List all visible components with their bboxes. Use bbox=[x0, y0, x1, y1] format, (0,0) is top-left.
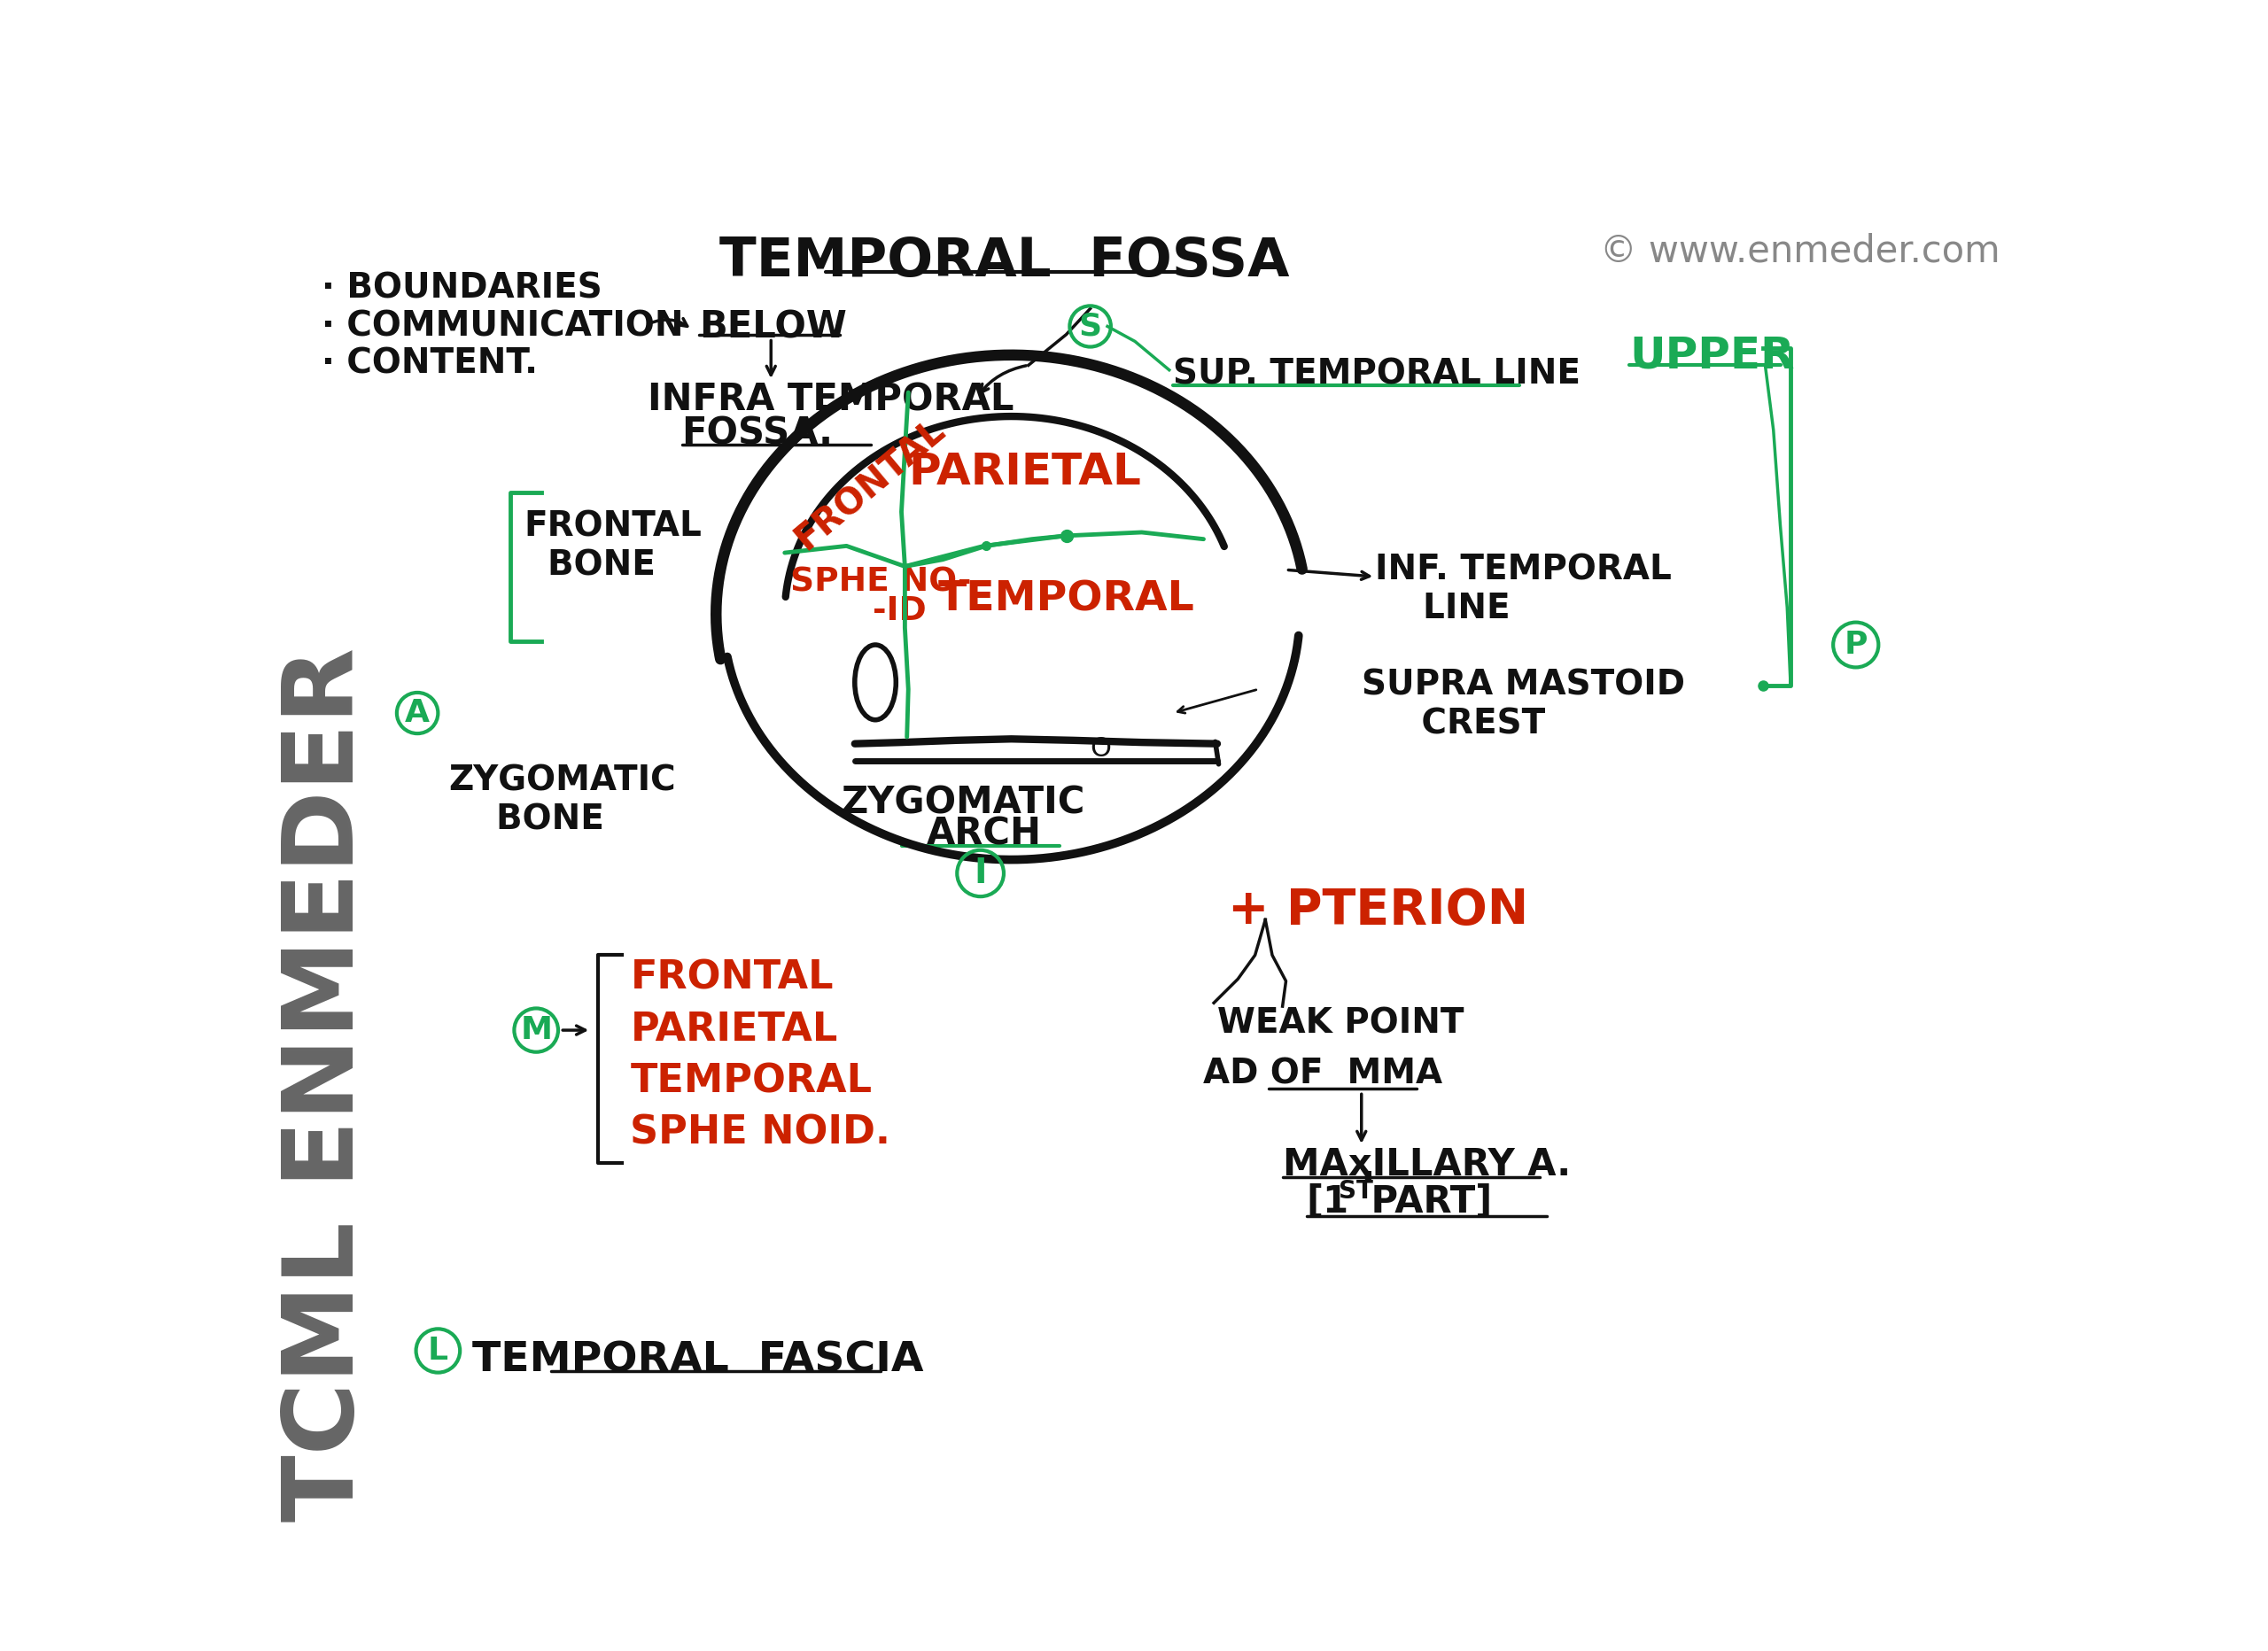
Text: SPHE NO-: SPHE NO- bbox=[789, 566, 971, 598]
Text: FRONTAL: FRONTAL bbox=[789, 411, 953, 558]
Text: BELOW: BELOW bbox=[699, 309, 846, 345]
Text: SUP. TEMPORAL LINE: SUP. TEMPORAL LINE bbox=[1173, 357, 1581, 391]
Text: INFRA TEMPORAL: INFRA TEMPORAL bbox=[646, 381, 1014, 418]
Text: TEMPORAL  FASCIA: TEMPORAL FASCIA bbox=[472, 1341, 923, 1380]
Text: FRONTAL
  BONE: FRONTAL BONE bbox=[524, 510, 701, 583]
Text: TEMPORAL  FOSSA: TEMPORAL FOSSA bbox=[719, 236, 1290, 287]
Text: + PTERION: + PTERION bbox=[1227, 887, 1529, 934]
Text: FOSSA.: FOSSA. bbox=[683, 414, 832, 452]
Text: PARIETAL: PARIETAL bbox=[909, 451, 1141, 494]
Text: ZYGOMATIC
    BONE: ZYGOMATIC BONE bbox=[449, 764, 676, 837]
Text: PARIETAL: PARIETAL bbox=[631, 1010, 837, 1048]
Text: L: L bbox=[429, 1336, 449, 1365]
Text: O: O bbox=[1091, 736, 1111, 763]
Text: SUPRA MASTOID
     CREST: SUPRA MASTOID CREST bbox=[1361, 669, 1685, 741]
Text: · CONTENT.: · CONTENT. bbox=[322, 347, 538, 380]
Text: ZYGOMATIC: ZYGOMATIC bbox=[841, 784, 1084, 822]
Text: WEAK POINT: WEAK POINT bbox=[1218, 1007, 1465, 1040]
Text: A: A bbox=[406, 698, 431, 728]
Text: M: M bbox=[519, 1015, 551, 1045]
Text: TEMPORAL: TEMPORAL bbox=[631, 1062, 873, 1100]
Text: S: S bbox=[1080, 312, 1102, 342]
Text: © www.enmeder.com: © www.enmeder.com bbox=[1599, 233, 2000, 269]
Text: TEMPORAL: TEMPORAL bbox=[939, 580, 1195, 619]
Text: ST: ST bbox=[1338, 1179, 1372, 1204]
Text: P: P bbox=[1844, 629, 1867, 660]
Text: I: I bbox=[973, 857, 987, 890]
Text: SPHE NOID.: SPHE NOID. bbox=[631, 1114, 891, 1152]
Text: UPPER: UPPER bbox=[1628, 335, 1794, 376]
Text: ARCH: ARCH bbox=[925, 816, 1041, 852]
Text: INF. TEMPORAL
    LINE: INF. TEMPORAL LINE bbox=[1374, 553, 1672, 626]
Text: · COMMUNICATION: · COMMUNICATION bbox=[322, 309, 683, 343]
Text: · BOUNDARIES: · BOUNDARIES bbox=[322, 272, 601, 305]
Text: TCML ENMEDER: TCML ENMEDER bbox=[279, 647, 374, 1522]
Text: PART]: PART] bbox=[1359, 1184, 1492, 1220]
Text: [1: [1 bbox=[1306, 1184, 1349, 1220]
Text: FRONTAL: FRONTAL bbox=[631, 959, 835, 997]
Text: MAҳILLARY A.: MAҳILLARY A. bbox=[1281, 1146, 1569, 1184]
Text: -ID: -ID bbox=[848, 594, 925, 627]
Text: AD OF  MMA: AD OF MMA bbox=[1204, 1057, 1442, 1091]
